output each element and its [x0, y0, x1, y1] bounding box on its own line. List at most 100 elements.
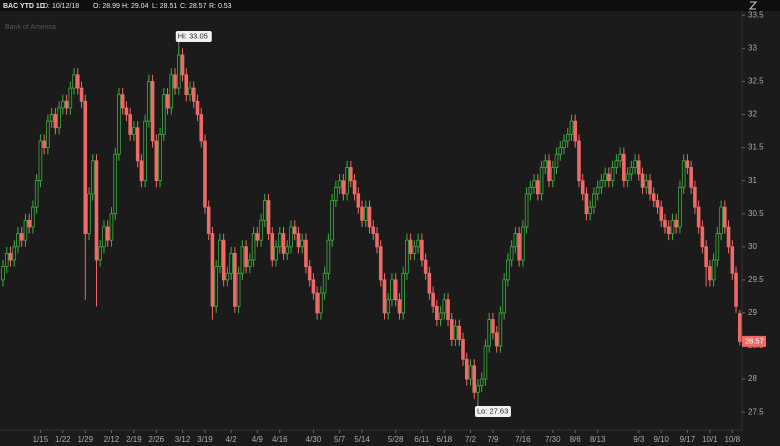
- y-tick-label: 31: [748, 176, 757, 185]
- candle-body: [592, 193, 596, 208]
- hi-box: [175, 31, 212, 42]
- candle-body: [23, 219, 28, 241]
- x-tick-label: 8/13: [590, 435, 606, 444]
- candle-body: [12, 246, 17, 261]
- candle-body: [188, 87, 192, 96]
- candle-body: [105, 226, 110, 241]
- candle-body: [240, 246, 245, 274]
- candle-body: [588, 206, 592, 215]
- candle-body: [584, 193, 589, 215]
- candle-body: [68, 87, 73, 109]
- candle-body: [629, 167, 634, 175]
- y-tick-label: 30.5: [748, 209, 764, 218]
- candle-body: [618, 153, 622, 162]
- candle-body: [304, 239, 308, 268]
- candle-body: [363, 206, 368, 221]
- candle-body: [689, 167, 693, 188]
- price-tag: [742, 335, 766, 347]
- x-tick-label: 9/10: [653, 435, 669, 444]
- logo: Bank of America: [5, 24, 56, 31]
- header-text: D: 10/12/18: [43, 3, 79, 10]
- header-text: L: 28.51: [152, 3, 177, 10]
- candle-body: [8, 253, 13, 261]
- candle-body: [446, 299, 450, 320]
- x-tick-label: 2/26: [149, 435, 165, 444]
- candle-body: [554, 153, 559, 168]
- candle-body: [730, 246, 735, 274]
- y-tick-label: 33: [748, 43, 757, 52]
- candle-body: [270, 233, 275, 261]
- candle-body: [42, 140, 46, 148]
- settings-icon[interactable]: [748, 1, 758, 10]
- candle-body: [184, 74, 189, 96]
- candle-body: [158, 133, 162, 182]
- y-tick-label: 29: [748, 308, 757, 317]
- candle-body: [87, 193, 91, 234]
- candle-body: [580, 180, 585, 195]
- header-bar: [0, 0, 780, 11]
- candle-body: [648, 180, 652, 195]
- candle-body: [678, 186, 682, 228]
- candle-body: [524, 193, 529, 228]
- candle-body: [681, 160, 686, 188]
- candle-body: [199, 114, 204, 142]
- candle-body: [666, 226, 671, 234]
- y-tick-label: 32.5: [748, 77, 764, 86]
- candle-body: [562, 140, 566, 148]
- x-tick-label: 6/11: [414, 435, 430, 444]
- x-tick-label: 7/9: [487, 435, 499, 444]
- candle-body: [558, 147, 563, 155]
- candle-body: [139, 160, 144, 182]
- candle-body: [27, 219, 31, 228]
- candle-body: [345, 167, 349, 195]
- candle-body: [517, 233, 521, 261]
- candle-body: [423, 259, 428, 274]
- x-tick-label: 1/15: [33, 435, 49, 444]
- candle-body: [375, 233, 379, 248]
- candle-body: [61, 100, 65, 109]
- candle-body: [734, 272, 738, 307]
- candle-body: [700, 226, 705, 248]
- candle-body: [360, 206, 364, 221]
- candle-body: [334, 186, 338, 201]
- candle-body: [693, 186, 697, 208]
- candle-body: [449, 319, 454, 340]
- candle-body: [397, 299, 402, 314]
- candle-body: [83, 100, 88, 234]
- candle-body: [262, 200, 267, 221]
- header-text: R: 0.53: [209, 3, 232, 10]
- header-text: BAC YTD 1D: [3, 3, 45, 10]
- candle-body: [550, 167, 555, 182]
- candle-body: [726, 226, 731, 248]
- candle-body: [251, 233, 256, 261]
- candle-body: [644, 180, 649, 188]
- candle-body: [599, 180, 604, 188]
- candle-body: [715, 233, 720, 261]
- candle-body: [143, 120, 147, 182]
- x-tick-label: 1/29: [77, 435, 93, 444]
- candle-body: [19, 233, 24, 241]
- candle-body: [289, 226, 293, 248]
- candle-body: [173, 74, 177, 89]
- candle-body: [719, 206, 723, 234]
- candle-body: [506, 259, 510, 281]
- candle-body: [438, 312, 443, 320]
- candle-body: [225, 272, 230, 281]
- candle-body: [536, 180, 540, 195]
- candle-body: [723, 206, 727, 228]
- candle-body: [625, 173, 630, 182]
- candle-body: [236, 272, 241, 307]
- x-tick-label: 3/12: [175, 435, 191, 444]
- candle-body: [38, 140, 43, 182]
- candle-body: [311, 279, 316, 294]
- y-tick-label: 27.5: [748, 407, 764, 416]
- candle-body: [300, 239, 304, 248]
- candle-body: [696, 206, 701, 228]
- candle-body: [233, 253, 237, 307]
- candle-body: [72, 74, 76, 89]
- candle-body: [573, 120, 578, 142]
- candle-body: [498, 312, 503, 347]
- candle-body: [53, 114, 58, 129]
